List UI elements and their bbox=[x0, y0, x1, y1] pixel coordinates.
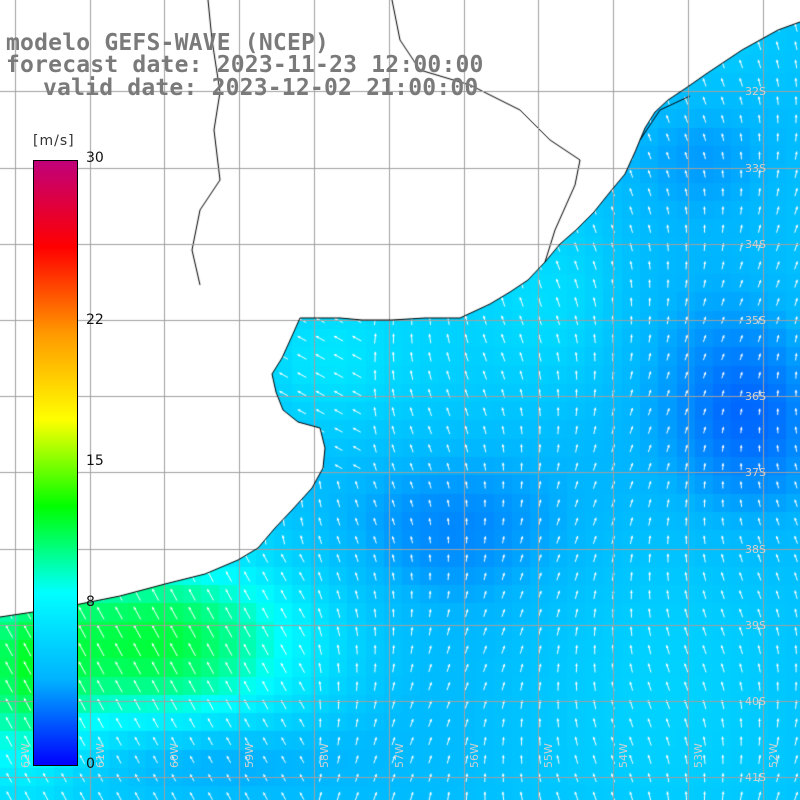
longitude-label: 57W bbox=[392, 743, 406, 768]
longitude-label: 53W bbox=[691, 743, 705, 768]
latitude-label: 36S bbox=[745, 390, 766, 404]
colorbar-tick-label: 22 bbox=[86, 311, 104, 328]
longitude-label: 52W bbox=[766, 743, 780, 768]
longitude-label: 61W bbox=[93, 743, 107, 768]
latitude-label: 33S bbox=[745, 161, 766, 175]
colorbar-tick-label: 30 bbox=[86, 150, 104, 166]
valid-date: valid date: 2023-12-02 21:00:00 bbox=[43, 75, 479, 101]
colorbar-tick-label: 0 bbox=[86, 756, 95, 772]
latitude-label: 35S bbox=[745, 314, 766, 327]
longitude-label: 60W bbox=[168, 743, 182, 768]
longitude-label: 58W bbox=[318, 743, 332, 768]
latitude-label: 40S bbox=[745, 694, 766, 708]
longitude-label: 62W bbox=[18, 743, 32, 768]
latitude-label: 34S bbox=[745, 237, 766, 251]
latitude-label: 39S bbox=[745, 618, 766, 632]
longitude-label: 55W bbox=[542, 743, 556, 768]
longitude-label: 59W bbox=[243, 743, 257, 768]
colorbar-tick-label: 15 bbox=[86, 453, 104, 469]
colorbar-tick-label: 8 bbox=[86, 594, 95, 611]
forecast-date: forecast date: 2023-11-23 12:00:00 bbox=[6, 52, 484, 78]
longitude-label: 56W bbox=[467, 743, 481, 768]
latitude-label: 38S bbox=[745, 542, 766, 556]
longitude-label: 54W bbox=[617, 743, 631, 768]
colorbar bbox=[33, 160, 78, 766]
latitude-label: 32S bbox=[745, 85, 766, 99]
colorbar-unit: [m/s] bbox=[33, 133, 75, 149]
latitude-label: 41S bbox=[745, 771, 766, 785]
model-title: modelo GEFS-WAVE (NCEP) bbox=[6, 30, 330, 56]
latitude-label: 37S bbox=[745, 466, 766, 480]
